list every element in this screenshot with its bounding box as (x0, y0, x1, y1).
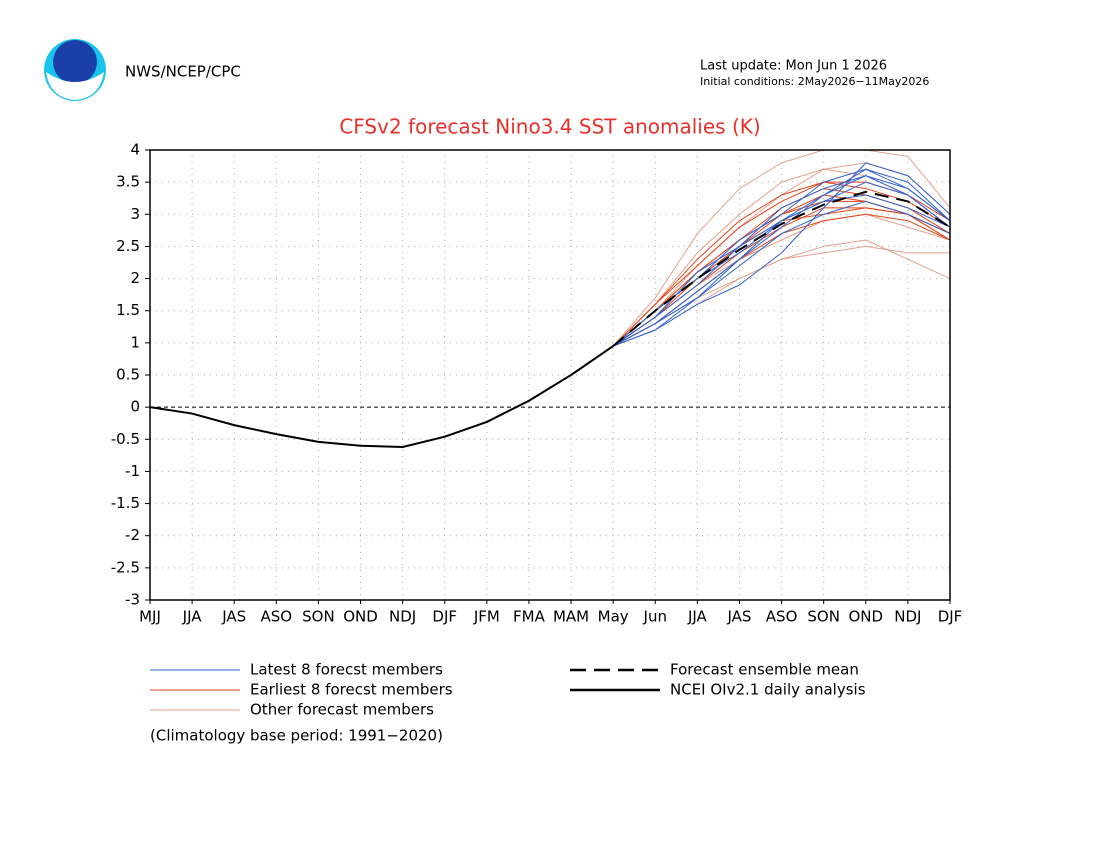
x-tick-label: JJA (182, 608, 203, 626)
initial-conditions: Initial conditions: 2May2026−11May2026 (700, 75, 929, 88)
y-tick-label: 3.5 (116, 173, 140, 191)
y-tick-label: 0 (130, 398, 140, 416)
y-tick-label: 4 (130, 141, 140, 159)
y-tick-label: -2.5 (111, 558, 140, 576)
last-update: Last update: Mon Jun 1 2026 (700, 59, 887, 74)
member-line (612, 149, 951, 347)
agency: NWS/NCEP/CPC (125, 63, 241, 81)
noaa-logo (44, 39, 106, 101)
chart-title: CFSv2 forecast Nino3.4 SST anomalies (K) (339, 115, 760, 139)
y-tick-label: -3 (125, 591, 140, 609)
y-tick-label: 0.5 (116, 366, 140, 384)
member-line (612, 168, 951, 347)
x-tick-label: OND (849, 608, 884, 626)
x-tick-label: JJA (687, 608, 708, 626)
y-tick-label: -0.5 (111, 430, 140, 448)
y-tick-label: 2 (130, 269, 140, 287)
x-tick-label: DJF (432, 608, 457, 626)
x-tick-label: Jun (643, 608, 667, 626)
x-tick-label: OND (343, 608, 378, 626)
member-line (612, 168, 951, 347)
x-tick-label: JAS (221, 608, 246, 626)
x-tick-label: ASO (766, 608, 798, 626)
x-tick-label: SON (302, 608, 335, 626)
member-line (612, 181, 951, 347)
legend-label: Latest 8 forecst members (250, 661, 443, 679)
x-tick-label: DJF (938, 608, 963, 626)
plot-frame (149, 149, 951, 601)
y-tick-label: -1 (125, 462, 140, 480)
x-tick-label: NDJ (389, 608, 416, 626)
x-tick-label: FMA (513, 608, 546, 626)
x-tick-label: ASO (261, 608, 293, 626)
y-tick-label: -1.5 (111, 494, 140, 512)
y-tick-label: 1.5 (116, 301, 140, 319)
member-line (612, 168, 951, 347)
y-tick-label: 3 (130, 205, 140, 223)
main-line (612, 190, 951, 347)
legend-label: Earliest 8 forecst members (250, 681, 453, 699)
x-tick-label: MAM (553, 608, 589, 626)
x-tick-label: SON (807, 608, 840, 626)
y-tick-label: -2 (125, 526, 140, 544)
y-tick-label: 1 (130, 333, 140, 351)
legend-label: NCEI OIv2.1 daily analysis (670, 681, 866, 699)
x-tick-label: NDJ (894, 608, 921, 626)
y-tick-label: 2.5 (116, 237, 140, 255)
note: (Climatology base period: 1991−2020) (150, 727, 443, 745)
legend-label: Other forecast members (250, 701, 434, 719)
legend-label: Forecast ensemble mean (670, 661, 859, 679)
member-line (612, 200, 951, 347)
x-tick-label: MJJ (139, 608, 161, 626)
member-line (612, 175, 951, 347)
x-tick-label: JFM (473, 608, 500, 626)
x-tick-label: JAS (726, 608, 751, 626)
member-line (612, 175, 951, 347)
main-line (149, 345, 614, 448)
member-line (612, 162, 951, 347)
x-tick-label: May (598, 608, 629, 626)
